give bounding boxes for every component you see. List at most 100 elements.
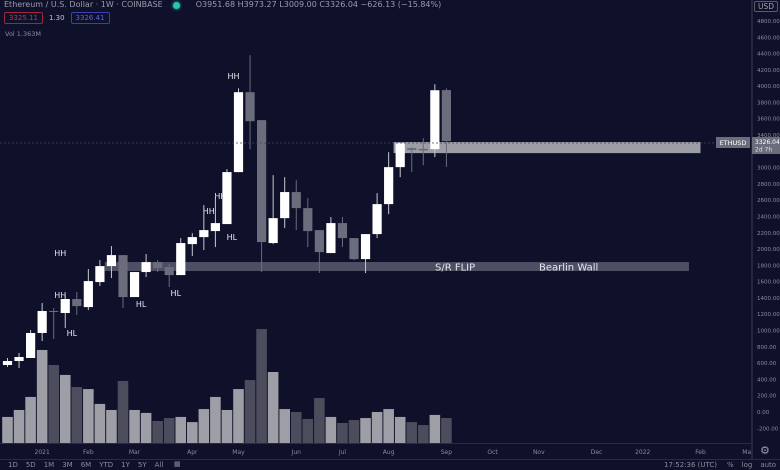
volume-bar [290,411,302,443]
price-tick-label: 1400.00 [757,296,780,302]
clock-time[interactable]: 17:52:36 (UTC) [664,461,718,469]
candle-body [326,223,336,254]
log-toggle[interactable]: log [741,461,753,469]
range-all[interactable]: All [154,461,164,469]
price-tick-label: -200.00 [757,426,779,432]
currency-select[interactable]: USD [754,1,779,12]
symbol-price-tag: ETHUSD 3326.04 2d 7h [716,137,780,154]
price-axis[interactable]: 4800.00 4600.00 4400.00 4200.00 4000.00 3800.… [757,19,780,432]
time-tick-label: Jul [338,449,347,456]
volume-bar [348,420,360,443]
price-tick-label: 0.00 [757,410,770,416]
settings-gear-icon[interactable]: ⚙ [760,444,770,457]
candle-body [441,90,451,142]
price-tick-label: 1800.00 [757,263,780,269]
volume-bar [59,374,71,443]
candle-body [164,267,174,276]
volume-bar [210,396,221,443]
range-1y[interactable]: 1Y [121,461,130,469]
volume-bar [140,412,152,443]
annotation-label: HH [203,207,215,216]
time-tick-label: Feb [83,449,94,456]
price-tick-label: 2800.00 [757,182,780,188]
volume-bar [394,416,406,443]
ohlc-values: O3951.68 H3973.27 L3009.00 C3326.04 −626… [195,0,442,9]
price-tick-label: 1600.00 [757,280,780,286]
volume-bar [441,417,452,443]
calendar-icon[interactable]: ▦ [174,460,181,468]
candle-body [95,266,105,283]
price-tick-label: 2600.00 [757,198,780,204]
annotation-label: HH [54,249,66,258]
range-3m[interactable]: 3M [62,461,73,469]
time-tick-label: Aug [383,449,395,456]
zones-layer: S/R FLIP Bearlin Wall [104,142,701,274]
candle-body [314,230,324,253]
volume-bar [371,411,383,443]
sell-button[interactable]: 3325.11 [4,12,43,24]
date-ranges: 1D 5D 1M 3M 6M YTD 1Y 5Y All [8,461,163,469]
volume-bar [94,403,106,443]
range-1m[interactable]: 1M [43,461,55,469]
volume-bar [2,416,13,443]
range-6m[interactable]: 6M [80,461,92,469]
candle-body [280,192,290,219]
candle-body [141,262,151,273]
volume-bar [187,422,198,443]
volume-bar [48,365,59,443]
candle-body [187,237,197,245]
volume-layer [2,329,452,443]
volume-bar [267,371,279,443]
volume-bar [337,422,348,443]
price-tick-label: 200.00 [757,394,777,400]
candle-body [245,92,255,122]
volume-bar [360,418,371,443]
chart-legend: Ethereum / U.S. Dollar · 1W · COINBASE O… [4,0,441,10]
time-tick-label: Mar [129,449,141,456]
bid-ask-row: 3325.11 1.30 3326.41 [4,12,110,24]
time-tick-label: Dec [591,449,603,456]
symbol-title[interactable]: Ethereum / U.S. Dollar · 1W · COINBASE [4,0,163,9]
last-price-label: 3326.04 [755,139,780,146]
time-tick-label: May [232,449,245,456]
candle-body [257,120,267,243]
volume-bar [25,396,36,443]
candle-body [268,218,278,244]
buy-button[interactable]: 3326.41 [70,12,110,24]
bar-countdown-label: 2d 7h [755,147,772,154]
candle-body [26,332,36,358]
annotation-label: HL [136,300,147,309]
candle-body [360,234,371,260]
time-axis[interactable]: 2021 Feb Mar Apr May Jun Jul Aug Sep Oct Nov Dec 202… [35,449,752,456]
zone-label: Bearlin Wall [539,263,598,274]
range-5y[interactable]: 5Y [137,461,147,469]
volume-bar [175,416,187,443]
range-5d[interactable]: 5D [25,461,36,469]
percent-toggle[interactable]: % [727,461,734,469]
volume-bar [152,420,163,443]
time-tick-label: Sep [441,449,453,456]
candle-body [106,255,117,267]
time-tick-label: Apr [187,449,198,456]
zone-label: S/R FLIP [435,263,475,274]
price-tick-label: 2200.00 [757,231,780,237]
candle-body [372,204,382,235]
range-1d[interactable]: 1D [8,461,18,469]
candle-body [210,223,220,232]
candle-body [2,361,13,365]
auto-toggle[interactable]: auto [760,461,777,469]
candle-body [60,299,70,314]
candle-body [233,92,244,173]
candle-body [83,281,93,308]
price-tick-label: 2000.00 [757,247,780,253]
candle-body [129,272,140,298]
time-tick-label: 2022 [635,449,650,456]
spread-value: 1.30 [48,14,65,22]
volume-bar [83,389,94,443]
price-tick-label: 3000.00 [757,166,780,172]
range-ytd[interactable]: YTD [99,461,114,469]
price-tick-label: 4000.00 [757,84,780,90]
volume-bar [314,398,325,443]
candle-body [395,143,405,168]
